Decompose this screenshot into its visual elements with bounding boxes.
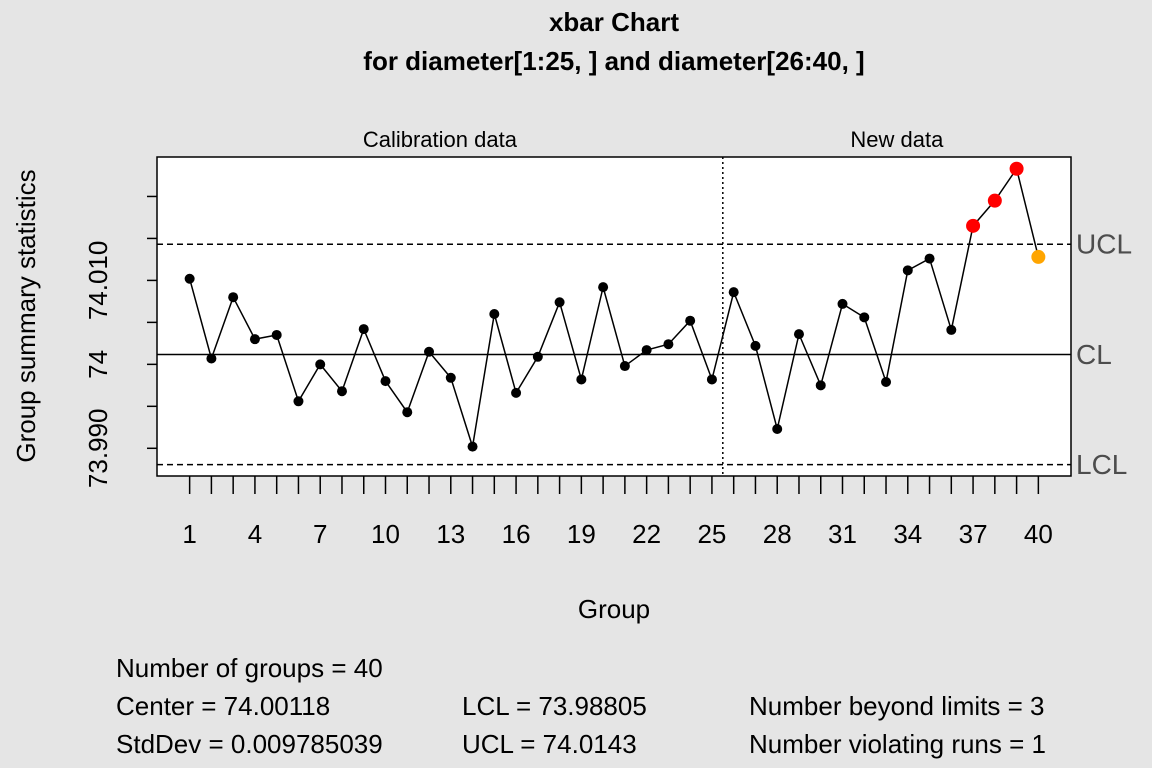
data-point <box>1009 161 1024 176</box>
x-tick-label: 22 <box>632 519 661 549</box>
data-point <box>467 441 478 452</box>
data-point <box>206 353 217 364</box>
stat-text: LCL = 73.98805 <box>462 691 647 721</box>
x-tick-label: 34 <box>893 519 922 549</box>
limit-label: LCL <box>1076 449 1127 480</box>
stat-text: Number of groups = 40 <box>116 653 383 683</box>
data-point <box>576 374 587 385</box>
y-tick-label: 74 <box>83 350 113 379</box>
x-axis-title: Group <box>578 594 650 624</box>
data-point <box>489 308 500 319</box>
data-point <box>685 315 696 326</box>
data-point <box>271 329 282 340</box>
y-tick-label: 74.010 <box>83 241 113 321</box>
x-tick-label: 31 <box>828 519 857 549</box>
limit-label: UCL <box>1076 229 1132 260</box>
x-tick-label: 37 <box>959 519 988 549</box>
plot-area <box>156 156 1072 477</box>
x-tick-label: 10 <box>371 519 400 549</box>
data-point <box>293 396 304 407</box>
data-point <box>815 380 826 391</box>
data-point <box>966 218 981 233</box>
data-point <box>424 346 435 357</box>
stat-text: StdDev = 0.009785039 <box>116 729 383 759</box>
data-point <box>1031 249 1046 264</box>
data-point <box>532 351 543 362</box>
data-point <box>946 324 957 335</box>
chart-title: xbar Chart <box>549 7 679 37</box>
y-tick-label: 73.990 <box>83 409 113 489</box>
data-point <box>663 339 674 350</box>
section-label: Calibration data <box>363 127 518 152</box>
data-point <box>793 329 804 340</box>
data-point <box>728 287 739 298</box>
x-tick-label: 16 <box>502 519 531 549</box>
data-point <box>598 282 609 293</box>
data-point <box>228 292 239 303</box>
x-tick-label: 28 <box>763 519 792 549</box>
stat-text: UCL = 74.0143 <box>462 729 637 759</box>
data-point <box>859 312 870 323</box>
data-point <box>837 298 848 309</box>
data-point <box>554 297 565 308</box>
x-tick-label: 40 <box>1024 519 1053 549</box>
limit-label: CL <box>1076 339 1112 370</box>
data-point <box>987 193 1002 208</box>
stat-text: Number violating runs = 1 <box>749 729 1046 759</box>
data-point <box>881 376 892 387</box>
data-point <box>902 265 913 276</box>
data-point <box>619 361 630 372</box>
data-point <box>706 374 717 385</box>
data-point <box>315 359 326 370</box>
x-tick-label: 19 <box>567 519 596 549</box>
chart-subtitle: for diameter[1:25, ] and diameter[26:40,… <box>363 46 864 76</box>
x-tick-label: 25 <box>697 519 726 549</box>
data-point <box>184 273 195 284</box>
data-point <box>249 334 260 345</box>
data-point <box>511 387 522 398</box>
x-tick-label: 7 <box>313 519 327 549</box>
data-point <box>336 386 347 397</box>
y-axis-title: Group summary statistics <box>11 169 41 462</box>
x-tick-label: 4 <box>248 519 262 549</box>
data-point <box>772 423 783 434</box>
data-point <box>380 376 391 387</box>
data-point <box>445 372 456 383</box>
data-point <box>750 340 761 351</box>
x-tick-label: 1 <box>182 519 196 549</box>
data-point <box>402 407 413 418</box>
stat-text: Center = 74.00118 <box>116 691 330 721</box>
x-tick-label: 13 <box>436 519 465 549</box>
data-point <box>641 345 652 356</box>
series-line <box>188 166 1040 447</box>
stat-text: Number beyond limits = 3 <box>749 691 1045 721</box>
section-label: New data <box>850 127 944 152</box>
data-point <box>358 324 369 335</box>
data-point <box>924 253 935 264</box>
